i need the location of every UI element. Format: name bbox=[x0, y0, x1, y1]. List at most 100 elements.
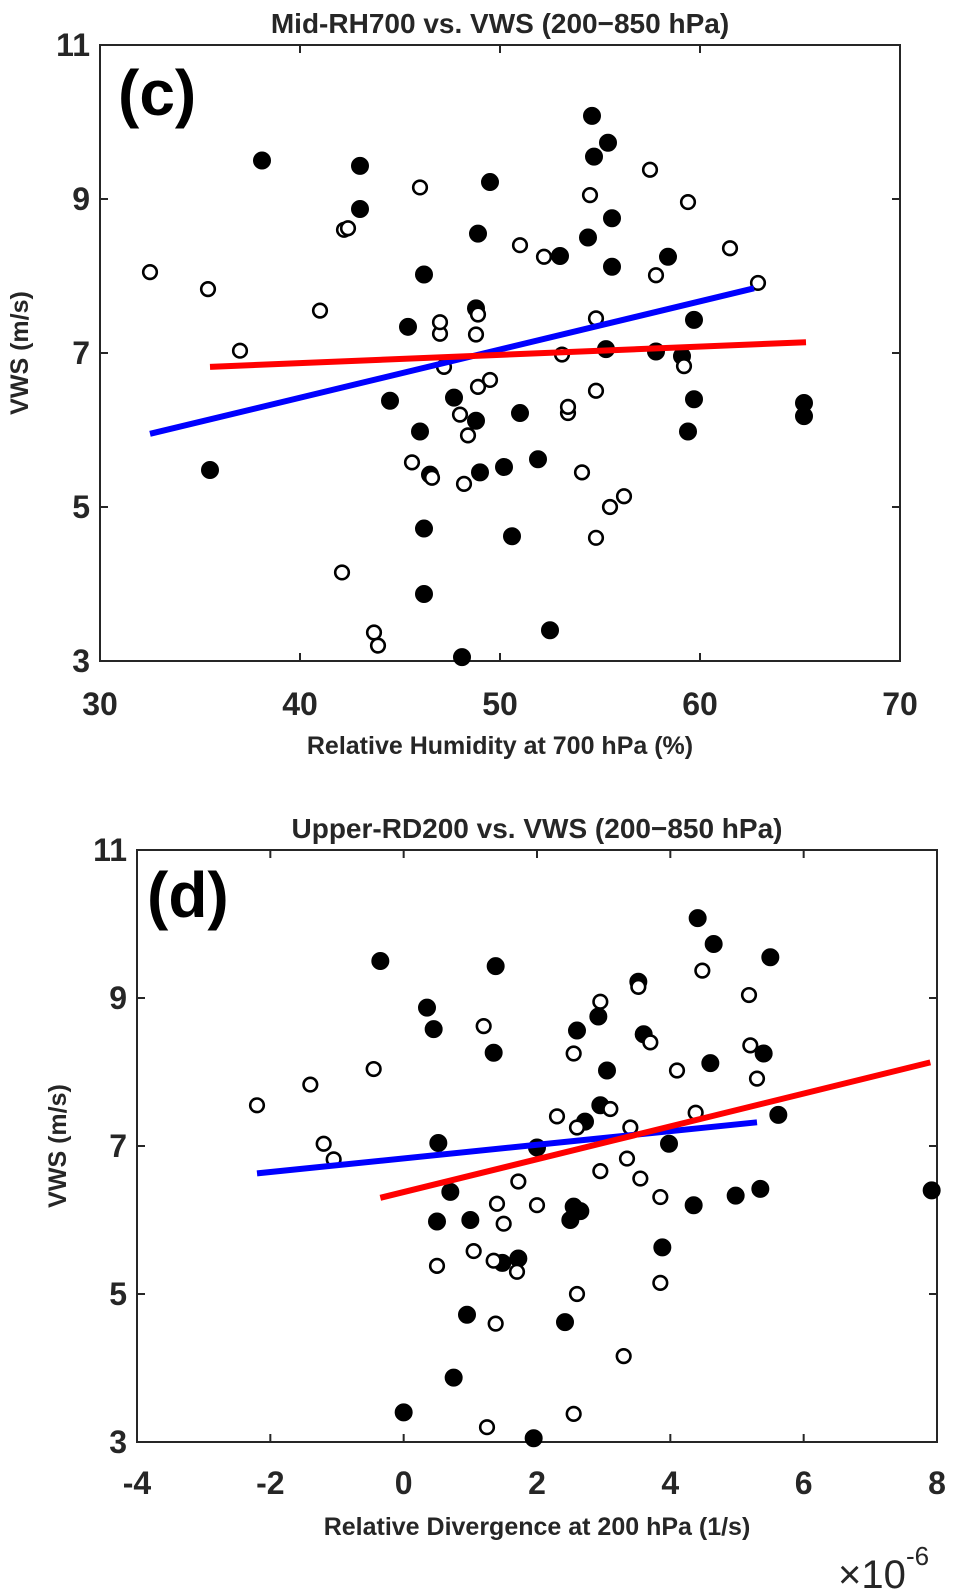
y-axis-label: VWS (m/s) bbox=[6, 291, 34, 415]
open-data-point bbox=[565, 1405, 582, 1422]
filled-data-point bbox=[685, 390, 703, 409]
chart-title: Upper-RD200 vs. VWS (200−850 hPa) bbox=[292, 813, 783, 844]
open-data-point bbox=[668, 1062, 686, 1079]
open-data-point bbox=[581, 187, 599, 204]
filled-data-point bbox=[579, 228, 597, 247]
x-axis-multiplier: ×10 -6 bbox=[838, 1541, 929, 1596]
open-data-point bbox=[647, 267, 665, 284]
open-data-point bbox=[495, 1215, 512, 1232]
open-data-point bbox=[535, 248, 553, 265]
x-tick-label: -2 bbox=[256, 1465, 284, 1501]
filled-data-point bbox=[418, 998, 436, 1017]
filled-data-point bbox=[659, 247, 677, 266]
filled-data-point bbox=[603, 257, 621, 276]
filled-data-point bbox=[585, 147, 603, 166]
filled-data-point bbox=[529, 450, 547, 469]
y-tick-label: 5 bbox=[109, 1276, 127, 1312]
y-axis-label: VWS (m/s) bbox=[44, 1084, 72, 1208]
open-data-point bbox=[587, 529, 605, 546]
chart-d: Upper-RD200 vs. VWS (200−850 hPa) -4 -2 0 2 4… bbox=[44, 813, 946, 1596]
y-tick-label: 5 bbox=[72, 489, 90, 525]
open-data-point bbox=[573, 464, 591, 481]
filled-data-point bbox=[571, 1202, 590, 1221]
x-axis-label: Relative Humidity at 700 hPa (%) bbox=[307, 732, 693, 760]
filled-data-point bbox=[598, 1061, 616, 1080]
filled-data-point bbox=[471, 463, 489, 482]
filled-data-point bbox=[424, 1020, 443, 1039]
open-data-point bbox=[481, 371, 499, 389]
filled-data-point bbox=[653, 1238, 672, 1257]
filled-data-point bbox=[524, 1429, 543, 1448]
filled-data-point bbox=[458, 1305, 476, 1324]
open-data-point bbox=[615, 488, 633, 505]
y-tick-label: 9 bbox=[72, 181, 90, 217]
open-data-point bbox=[592, 1163, 609, 1180]
open-data-point bbox=[485, 1252, 502, 1269]
open-data-point bbox=[459, 427, 477, 444]
filled-data-point bbox=[556, 1313, 574, 1332]
open-data-point bbox=[488, 1195, 506, 1212]
filled-data-point bbox=[484, 1043, 503, 1062]
open-data-point bbox=[431, 314, 449, 331]
open-data-point bbox=[508, 1263, 526, 1280]
filled-data-point bbox=[394, 1403, 413, 1422]
open-data-point bbox=[199, 280, 217, 298]
open-data-point bbox=[749, 274, 767, 292]
red-fit-line bbox=[379, 1059, 932, 1201]
filled-data-point bbox=[503, 527, 521, 546]
open-data-point bbox=[602, 1100, 619, 1118]
filled-data-point bbox=[495, 457, 513, 476]
series-open bbox=[141, 161, 767, 654]
open-data-point bbox=[365, 624, 383, 641]
filled-data-point bbox=[583, 106, 601, 125]
open-data-point bbox=[231, 342, 249, 359]
filled-data-point bbox=[795, 407, 813, 426]
filled-data-point bbox=[371, 952, 390, 970]
filled-data-point bbox=[486, 957, 505, 976]
open-data-point bbox=[465, 1242, 482, 1260]
filled-data-point bbox=[541, 621, 559, 640]
open-data-point bbox=[618, 1150, 636, 1167]
filled-data-point bbox=[441, 1182, 460, 1201]
x-tick-label: 2 bbox=[528, 1465, 546, 1501]
y-tick-label: 11 bbox=[93, 832, 127, 868]
open-data-point bbox=[365, 1060, 382, 1078]
panel-label: (d) bbox=[147, 859, 229, 931]
filled-data-point bbox=[381, 391, 399, 410]
filled-data-point bbox=[551, 246, 569, 265]
open-data-point bbox=[652, 1274, 669, 1291]
open-data-point bbox=[511, 237, 529, 254]
open-data-point bbox=[478, 1419, 496, 1436]
x-tick-label: 60 bbox=[682, 686, 718, 722]
open-data-point bbox=[510, 1173, 527, 1190]
filled-data-point bbox=[754, 1044, 773, 1063]
blue-fit-line bbox=[256, 1119, 758, 1177]
filled-data-point bbox=[660, 1134, 678, 1153]
open-data-point bbox=[592, 993, 609, 1010]
open-data-point bbox=[740, 986, 758, 1004]
filled-data-point bbox=[415, 265, 433, 284]
filled-data-point bbox=[469, 224, 487, 243]
open-data-point bbox=[587, 382, 605, 399]
open-data-point bbox=[403, 454, 421, 471]
x-tick-label: 70 bbox=[882, 686, 918, 722]
x-tick-label: 8 bbox=[928, 1465, 946, 1501]
open-data-point bbox=[652, 1188, 669, 1206]
open-data-point bbox=[559, 398, 577, 416]
open-data-point bbox=[675, 357, 693, 375]
x-tick-label: 6 bbox=[795, 1465, 813, 1501]
y-tick-label: 7 bbox=[109, 1128, 127, 1164]
filled-data-point bbox=[399, 317, 417, 336]
open-data-point bbox=[568, 1285, 586, 1303]
filled-data-point bbox=[599, 133, 617, 152]
open-data-point bbox=[641, 161, 659, 178]
series-open bbox=[248, 962, 766, 1436]
open-data-point bbox=[548, 1108, 566, 1125]
open-data-point bbox=[467, 326, 485, 343]
y-tick-label: 3 bbox=[72, 643, 90, 679]
filled-data-point bbox=[445, 388, 463, 407]
x-axis-label: Relative Divergence at 200 hPa (1/s) bbox=[324, 1513, 751, 1541]
open-data-point bbox=[721, 240, 739, 257]
open-data-point bbox=[369, 637, 387, 654]
filled-data-point bbox=[444, 1368, 463, 1387]
